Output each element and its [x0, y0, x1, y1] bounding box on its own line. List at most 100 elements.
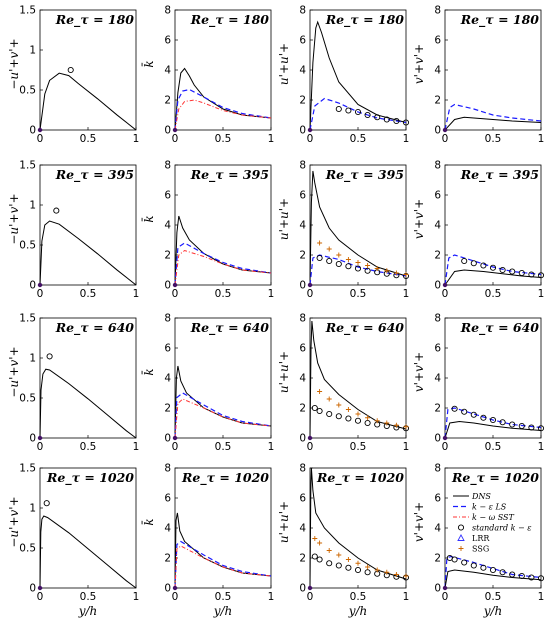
panel-3-0-ytick-label: 1	[29, 503, 36, 515]
panel-1-3-origin-marker	[442, 282, 448, 288]
panel-2-3-point-standard-k-eps	[509, 421, 516, 428]
panel-1-2-point-standard-k-eps	[354, 265, 362, 272]
panel-3-2-point-ssg	[355, 560, 361, 566]
panel-1-2-point-ssg	[355, 260, 361, 265]
panel-3-3-point-standard-k-eps	[480, 564, 487, 571]
panel-0-3-annotation: Re_τ = 180	[460, 12, 540, 28]
panel-3-0-origin-marker	[37, 585, 43, 591]
panel-0-3-ytick-label: 4	[434, 65, 441, 77]
panel-1-1-series-k_eps_ls	[174, 242, 272, 286]
panel-2-2-point-standard-k-eps	[316, 407, 323, 415]
panel-2-3-point-standard-k-eps	[461, 408, 468, 415]
panel-3-0-xtick-label: 0.5	[80, 591, 97, 603]
panel-1-2-point-standard-k-eps	[345, 263, 352, 270]
panel-3-2-xtick-label: 1	[403, 591, 410, 603]
panel-0-1-ytick-label: 2	[164, 95, 171, 107]
panel-0-2-ytick-label: 4	[299, 65, 306, 77]
panel-1-2-point-standard-k-eps	[335, 260, 342, 268]
panel-3-2-origin-marker	[307, 585, 313, 591]
panel-1-3-series-k_eps_ls	[444, 254, 542, 286]
panel-1-3-point-standard-k-eps	[537, 272, 545, 279]
panel-2-0-xtick-label: 0.5	[80, 441, 97, 453]
panel-0-3-series-dns	[444, 116, 542, 131]
panel-1-2-origin-marker	[307, 282, 313, 288]
panel-3-2-ytick-label: 0	[299, 583, 306, 595]
panel-1-1-ytick-label: 8	[164, 160, 171, 172]
panel-2-3-ytick-label: 0	[434, 433, 441, 445]
panel-3-3-series-dns	[444, 569, 542, 589]
panel-2-2-frame	[309, 317, 407, 439]
panel-2-1-ytick-label: 0	[164, 433, 171, 445]
panel-0-3-frame	[444, 9, 542, 131]
panel-0-2-point-standard-k-eps	[364, 111, 371, 119]
panel-0-1-series-k_eps_ls	[174, 88, 272, 131]
panel-3-0-xtick-label: 0	[37, 591, 44, 603]
panel-2-2-ytick-label: 8	[299, 313, 306, 325]
legend-standard-k-eps-marker	[457, 524, 465, 531]
panel-3-3-xtick-label: 0.5	[485, 591, 502, 603]
panel-3-2-point-ssg	[384, 569, 390, 575]
panel-3-0-ytick-label: 0	[29, 583, 36, 595]
panel-2-2-point-ssg	[403, 424, 409, 430]
panel-2-2-point-standard-k-eps	[326, 410, 333, 418]
panel-0-0-ylabel: −u'+v'+	[7, 38, 21, 89]
panel-2-2-point-standard-k-eps	[345, 415, 352, 422]
panel-3-3-ytick-label: 4	[434, 523, 441, 535]
panel-2-3-series-k_eps_ls	[444, 407, 542, 439]
panel-1-2-point-ssg	[345, 257, 351, 262]
panel-1-1-ylabel: k̄	[140, 215, 156, 222]
panel-3-0-series-dns	[39, 515, 137, 589]
panel-0-3-ytick-label: 0	[434, 125, 441, 137]
panel-1-2-ytick-label: 0	[299, 280, 306, 292]
panel-2-2-origin-marker	[307, 435, 313, 441]
panel-0-2-point-standard-k-eps	[335, 105, 342, 113]
panel-3-1-series-k_eps_ls	[174, 540, 272, 589]
panel-2-2-ylabel: u'+u'+	[277, 351, 291, 393]
panel-3-2-xtick-label: 0	[307, 591, 314, 603]
panel-0-3-ylabel: v'+v'+	[412, 44, 426, 84]
panel-3-1-ytick-label: 8	[164, 463, 171, 475]
panel-2-3-xtick-label: 0.5	[485, 441, 502, 453]
panel-1-1-series-dns	[174, 215, 272, 286]
panel-2-2-ytick-label: 4	[299, 373, 306, 385]
panel-2-2-xtick-label: 1	[403, 441, 410, 453]
panel-1-0-ytick-label: 1.5	[19, 160, 36, 172]
panel-3-3-point-standard-k-eps	[499, 569, 506, 576]
panel-3-3-ytick-label: 0	[434, 583, 441, 595]
panel-1-0-xtick-label: 1	[133, 288, 140, 300]
panel-2-2-point-ssg	[317, 389, 323, 394]
panel-3-3-point-standard-k-eps	[537, 575, 545, 582]
panel-2-2-series-dns	[309, 320, 407, 439]
panel-2-3-xtick-label: 0	[442, 441, 449, 453]
panel-1-1-xtick-label: 1	[268, 288, 275, 300]
panel-2-3-point-standard-k-eps	[489, 416, 497, 424]
panel-0-2-series-dns	[309, 20, 407, 131]
panel-1-0-origin-marker	[37, 282, 43, 288]
panel-2-3-xtick-label: 1	[538, 441, 545, 453]
panel-1-1-origin-marker	[172, 282, 178, 288]
panel-0-2-xtick-label: 0.5	[350, 133, 367, 145]
panel-2-2-xtick-label: 0.5	[350, 441, 367, 453]
panel-0-1-frame	[174, 9, 272, 131]
panel-2-1-series-k_eps_ls	[174, 392, 272, 439]
panel-0-1-xtick-label: 0.5	[215, 133, 232, 145]
panel-3-1-xtick-label: 0.5	[215, 591, 232, 603]
panel-2-1-ylabel: k̄	[140, 368, 156, 375]
panel-3-3-ytick-label: 8	[434, 463, 441, 475]
panel-3-1-ytick-label: 0	[164, 583, 171, 595]
panel-3-0-ytick-label: 0.5	[19, 543, 36, 555]
panel-3-3-point-standard-k-eps	[470, 562, 477, 569]
panel-2-3-point-standard-k-eps	[451, 405, 458, 412]
panel-3-3-origin-marker	[442, 585, 448, 591]
panel-0-2-ytick-label: 6	[299, 35, 306, 47]
panel-2-2-annotation: Re_τ = 640	[325, 320, 405, 336]
panel-0-2-point-standard-k-eps	[402, 119, 410, 126]
panel-0-0-frame	[39, 9, 137, 131]
panel-1-3-point-standard-k-eps	[461, 257, 468, 265]
panel-1-1-ytick-label: 6	[164, 190, 171, 202]
panel-0-0-annotation: Re_τ = 180	[55, 12, 135, 28]
panel-1-2-point-ssg	[393, 270, 399, 276]
panel-1-3-point-standard-k-eps	[499, 266, 506, 274]
panel-3-2-point-standard-k-eps	[326, 560, 333, 567]
